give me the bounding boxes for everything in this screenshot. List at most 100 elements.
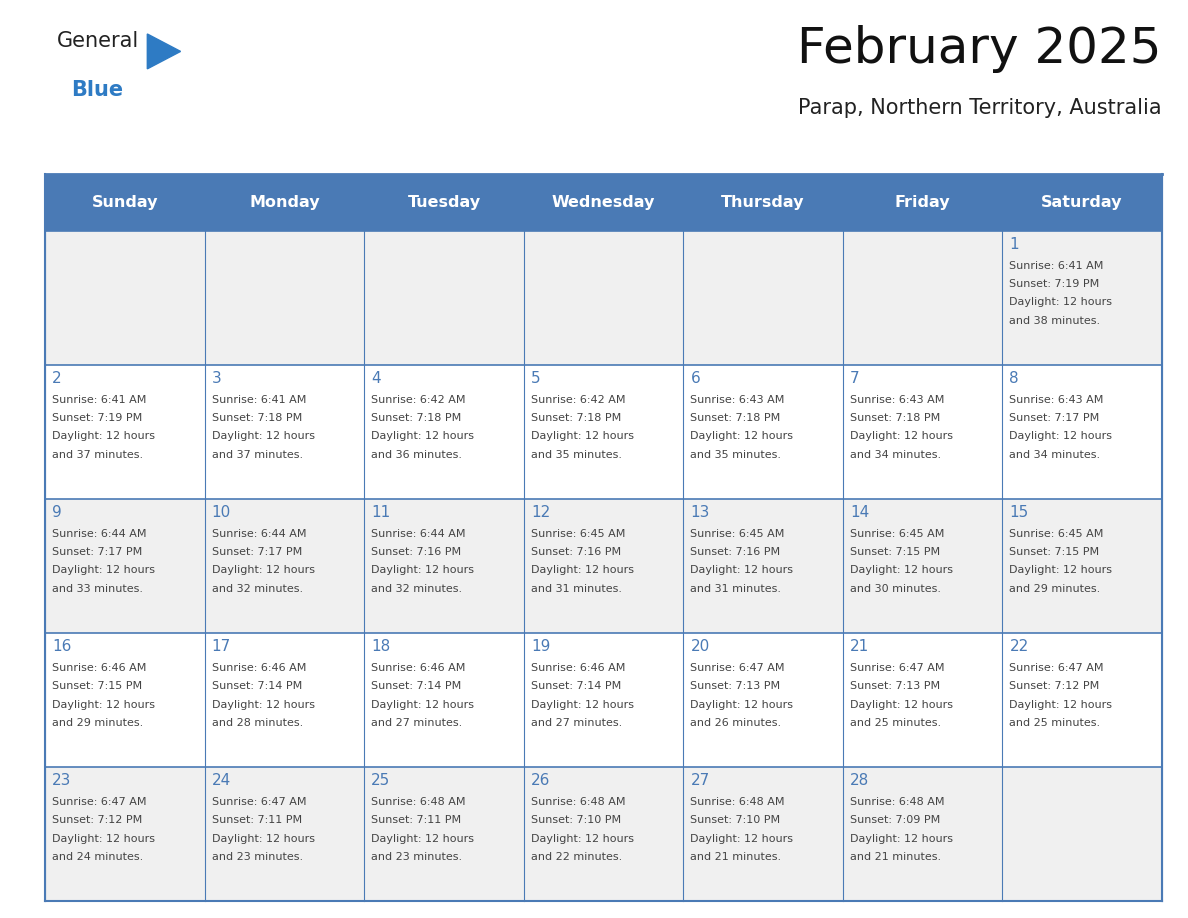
Text: Sunrise: 6:41 AM: Sunrise: 6:41 AM bbox=[211, 395, 307, 405]
Text: and 31 minutes.: and 31 minutes. bbox=[690, 584, 782, 594]
Text: 16: 16 bbox=[52, 639, 71, 654]
Text: Sunset: 7:17 PM: Sunset: 7:17 PM bbox=[52, 547, 143, 557]
Text: Sunrise: 6:46 AM: Sunrise: 6:46 AM bbox=[52, 663, 146, 673]
Text: Sunrise: 6:48 AM: Sunrise: 6:48 AM bbox=[372, 797, 466, 807]
Text: Monday: Monday bbox=[249, 196, 320, 210]
Text: Daylight: 12 hours: Daylight: 12 hours bbox=[211, 431, 315, 442]
Text: 12: 12 bbox=[531, 505, 550, 520]
Text: Sunrise: 6:42 AM: Sunrise: 6:42 AM bbox=[372, 395, 466, 405]
Text: Daylight: 12 hours: Daylight: 12 hours bbox=[690, 431, 794, 442]
Text: Sunset: 7:15 PM: Sunset: 7:15 PM bbox=[52, 681, 143, 691]
Text: Sunrise: 6:45 AM: Sunrise: 6:45 AM bbox=[849, 529, 944, 539]
Text: Daylight: 12 hours: Daylight: 12 hours bbox=[849, 565, 953, 576]
Text: Daylight: 12 hours: Daylight: 12 hours bbox=[1010, 431, 1112, 442]
Text: Sunset: 7:15 PM: Sunset: 7:15 PM bbox=[1010, 547, 1100, 557]
Text: Sunrise: 6:47 AM: Sunrise: 6:47 AM bbox=[849, 663, 944, 673]
Text: 10: 10 bbox=[211, 505, 230, 520]
Text: 9: 9 bbox=[52, 505, 62, 520]
Text: General: General bbox=[57, 31, 139, 51]
Text: Daylight: 12 hours: Daylight: 12 hours bbox=[211, 700, 315, 710]
Bar bbox=[45, 174, 1162, 231]
Text: and 32 minutes.: and 32 minutes. bbox=[211, 584, 303, 594]
Bar bbox=[1003, 365, 1162, 499]
Bar bbox=[45, 499, 204, 633]
Bar bbox=[45, 231, 204, 365]
Text: Sunset: 7:19 PM: Sunset: 7:19 PM bbox=[52, 413, 143, 423]
Text: Sunset: 7:18 PM: Sunset: 7:18 PM bbox=[372, 413, 462, 423]
Text: Sunrise: 6:44 AM: Sunrise: 6:44 AM bbox=[211, 529, 307, 539]
Bar bbox=[524, 365, 683, 499]
Bar bbox=[842, 365, 1003, 499]
Text: Daylight: 12 hours: Daylight: 12 hours bbox=[849, 431, 953, 442]
Text: Tuesday: Tuesday bbox=[407, 196, 480, 210]
Text: Sunset: 7:11 PM: Sunset: 7:11 PM bbox=[211, 815, 302, 825]
Bar bbox=[842, 499, 1003, 633]
Text: 13: 13 bbox=[690, 505, 709, 520]
Bar bbox=[842, 231, 1003, 365]
Text: and 27 minutes.: and 27 minutes. bbox=[531, 718, 623, 728]
Text: February 2025: February 2025 bbox=[797, 25, 1162, 73]
Text: 3: 3 bbox=[211, 371, 221, 386]
Text: and 36 minutes.: and 36 minutes. bbox=[372, 450, 462, 460]
Text: and 21 minutes.: and 21 minutes. bbox=[690, 852, 782, 862]
Text: and 21 minutes.: and 21 minutes. bbox=[849, 852, 941, 862]
Text: and 32 minutes.: and 32 minutes. bbox=[372, 584, 462, 594]
Text: Daylight: 12 hours: Daylight: 12 hours bbox=[372, 700, 474, 710]
Bar bbox=[204, 499, 365, 633]
Text: Daylight: 12 hours: Daylight: 12 hours bbox=[531, 700, 634, 710]
Text: Daylight: 12 hours: Daylight: 12 hours bbox=[849, 834, 953, 844]
Text: Daylight: 12 hours: Daylight: 12 hours bbox=[52, 565, 156, 576]
Bar bbox=[45, 633, 204, 767]
Text: Sunset: 7:09 PM: Sunset: 7:09 PM bbox=[849, 815, 940, 825]
Text: 1: 1 bbox=[1010, 237, 1019, 252]
Bar bbox=[1003, 767, 1162, 901]
Text: and 25 minutes.: and 25 minutes. bbox=[1010, 718, 1100, 728]
Text: 27: 27 bbox=[690, 773, 709, 788]
Text: Sunrise: 6:47 AM: Sunrise: 6:47 AM bbox=[690, 663, 785, 673]
Bar bbox=[365, 767, 524, 901]
Text: Sunrise: 6:42 AM: Sunrise: 6:42 AM bbox=[531, 395, 625, 405]
Text: Sunrise: 6:46 AM: Sunrise: 6:46 AM bbox=[372, 663, 466, 673]
Text: Thursday: Thursday bbox=[721, 196, 804, 210]
Text: Sunset: 7:14 PM: Sunset: 7:14 PM bbox=[531, 681, 621, 691]
Text: Sunday: Sunday bbox=[91, 196, 158, 210]
Bar bbox=[365, 365, 524, 499]
Text: and 31 minutes.: and 31 minutes. bbox=[531, 584, 621, 594]
Text: and 33 minutes.: and 33 minutes. bbox=[52, 584, 144, 594]
Text: 20: 20 bbox=[690, 639, 709, 654]
Text: Blue: Blue bbox=[71, 80, 124, 100]
Text: Sunset: 7:18 PM: Sunset: 7:18 PM bbox=[849, 413, 940, 423]
Text: Daylight: 12 hours: Daylight: 12 hours bbox=[211, 834, 315, 844]
Text: 4: 4 bbox=[372, 371, 381, 386]
Text: and 22 minutes.: and 22 minutes. bbox=[531, 852, 623, 862]
Bar bbox=[524, 767, 683, 901]
Text: 15: 15 bbox=[1010, 505, 1029, 520]
Text: Sunrise: 6:48 AM: Sunrise: 6:48 AM bbox=[690, 797, 785, 807]
Polygon shape bbox=[147, 34, 181, 69]
Text: Daylight: 12 hours: Daylight: 12 hours bbox=[531, 565, 634, 576]
Text: 6: 6 bbox=[690, 371, 700, 386]
Text: Sunset: 7:15 PM: Sunset: 7:15 PM bbox=[849, 547, 940, 557]
Text: Daylight: 12 hours: Daylight: 12 hours bbox=[52, 700, 156, 710]
Text: Sunset: 7:10 PM: Sunset: 7:10 PM bbox=[690, 815, 781, 825]
Text: Sunrise: 6:47 AM: Sunrise: 6:47 AM bbox=[52, 797, 147, 807]
Text: Sunset: 7:11 PM: Sunset: 7:11 PM bbox=[372, 815, 461, 825]
Text: Sunrise: 6:43 AM: Sunrise: 6:43 AM bbox=[1010, 395, 1104, 405]
Bar bbox=[1003, 231, 1162, 365]
Bar bbox=[842, 633, 1003, 767]
Text: Daylight: 12 hours: Daylight: 12 hours bbox=[52, 834, 156, 844]
Text: Sunset: 7:14 PM: Sunset: 7:14 PM bbox=[372, 681, 462, 691]
Text: Daylight: 12 hours: Daylight: 12 hours bbox=[52, 431, 156, 442]
Text: and 38 minutes.: and 38 minutes. bbox=[1010, 316, 1100, 326]
Text: Sunrise: 6:46 AM: Sunrise: 6:46 AM bbox=[531, 663, 625, 673]
Bar bbox=[683, 767, 842, 901]
Text: 19: 19 bbox=[531, 639, 550, 654]
Bar bbox=[524, 499, 683, 633]
Text: Sunrise: 6:46 AM: Sunrise: 6:46 AM bbox=[211, 663, 307, 673]
Text: Daylight: 12 hours: Daylight: 12 hours bbox=[690, 565, 794, 576]
Text: Sunset: 7:13 PM: Sunset: 7:13 PM bbox=[690, 681, 781, 691]
Text: Daylight: 12 hours: Daylight: 12 hours bbox=[531, 834, 634, 844]
Bar bbox=[524, 633, 683, 767]
Bar bbox=[1003, 499, 1162, 633]
Text: 2: 2 bbox=[52, 371, 62, 386]
